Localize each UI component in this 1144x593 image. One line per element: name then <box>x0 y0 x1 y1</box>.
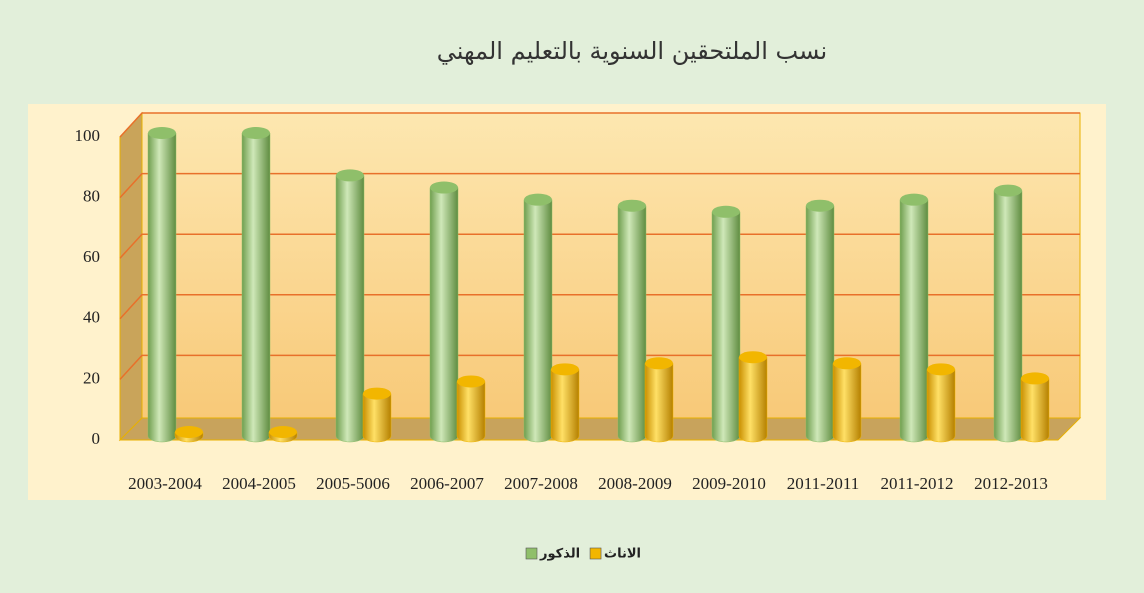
x-tick-label: 2011-2011 <box>787 474 859 493</box>
y-tick-label: 0 <box>92 429 101 448</box>
bar <box>523 199 553 443</box>
legend-swatch <box>525 547 538 560</box>
chart-title: نسب الملتحقين السنوية بالتعليم المهني <box>437 37 827 65</box>
bar-cap <box>618 199 646 212</box>
bar <box>335 175 365 443</box>
bar-cap <box>524 193 552 206</box>
x-tick-label: 2006-2007 <box>410 474 484 493</box>
bar-cap <box>645 357 673 370</box>
bar <box>711 211 741 443</box>
grid-line <box>119 233 1080 259</box>
bar-cap <box>833 357 861 370</box>
bar <box>362 393 392 443</box>
bar <box>832 363 862 443</box>
y-tick-label: 100 <box>75 126 101 145</box>
bar <box>738 356 768 443</box>
bar-cap <box>1021 372 1049 385</box>
legend-label: الذكور <box>539 547 580 562</box>
bar <box>617 205 647 443</box>
bar <box>456 381 486 443</box>
bar-cap <box>994 184 1022 197</box>
x-tick-label: 2012-2013 <box>974 474 1048 493</box>
x-tick-label: 2005-5006 <box>316 474 390 493</box>
bar-cap <box>148 127 176 139</box>
bar-cap <box>363 387 391 400</box>
bar <box>429 187 459 443</box>
x-tick-label: 2009-2010 <box>692 474 766 493</box>
bar-cap <box>457 375 485 388</box>
y-tick-label: 20 <box>83 368 100 387</box>
bar <box>241 132 271 443</box>
bar-cap <box>175 426 203 438</box>
bar-cap <box>336 169 364 182</box>
bar-cap <box>900 193 928 206</box>
bar <box>805 205 835 443</box>
bar-cap <box>927 363 955 376</box>
grid-line <box>119 294 1080 320</box>
y-tick-label: 40 <box>83 308 100 327</box>
bar-cap <box>712 205 740 218</box>
bar-cap <box>269 426 297 438</box>
bar <box>1020 378 1050 443</box>
y-tick-label: 80 <box>83 187 100 206</box>
legend-swatch <box>589 547 602 560</box>
bar <box>644 363 674 443</box>
bar-cap <box>551 363 579 376</box>
x-tick-label: 2004-2005 <box>222 474 296 493</box>
bar <box>993 190 1023 443</box>
x-tick-label: 2007-2008 <box>504 474 578 493</box>
x-tick-label: 2008-2009 <box>598 474 672 493</box>
bar-cap <box>430 181 458 194</box>
bar <box>550 369 580 443</box>
grid-line <box>119 354 1080 380</box>
grid-line <box>119 112 1080 138</box>
bar-cap <box>806 199 834 212</box>
side-wall <box>119 111 143 442</box>
bar-cap <box>242 127 270 139</box>
bar <box>926 369 956 443</box>
x-tick-label: 2003-2004 <box>128 474 202 493</box>
y-tick-label: 60 <box>83 247 100 266</box>
grid-line <box>119 172 1080 199</box>
bar <box>899 199 929 443</box>
bar <box>147 132 177 443</box>
legend-label: الاناث <box>604 547 641 562</box>
bar-cap <box>739 351 767 364</box>
x-tick-label: 2011-2012 <box>880 474 953 493</box>
legend: الذكور الاناث <box>525 547 641 562</box>
